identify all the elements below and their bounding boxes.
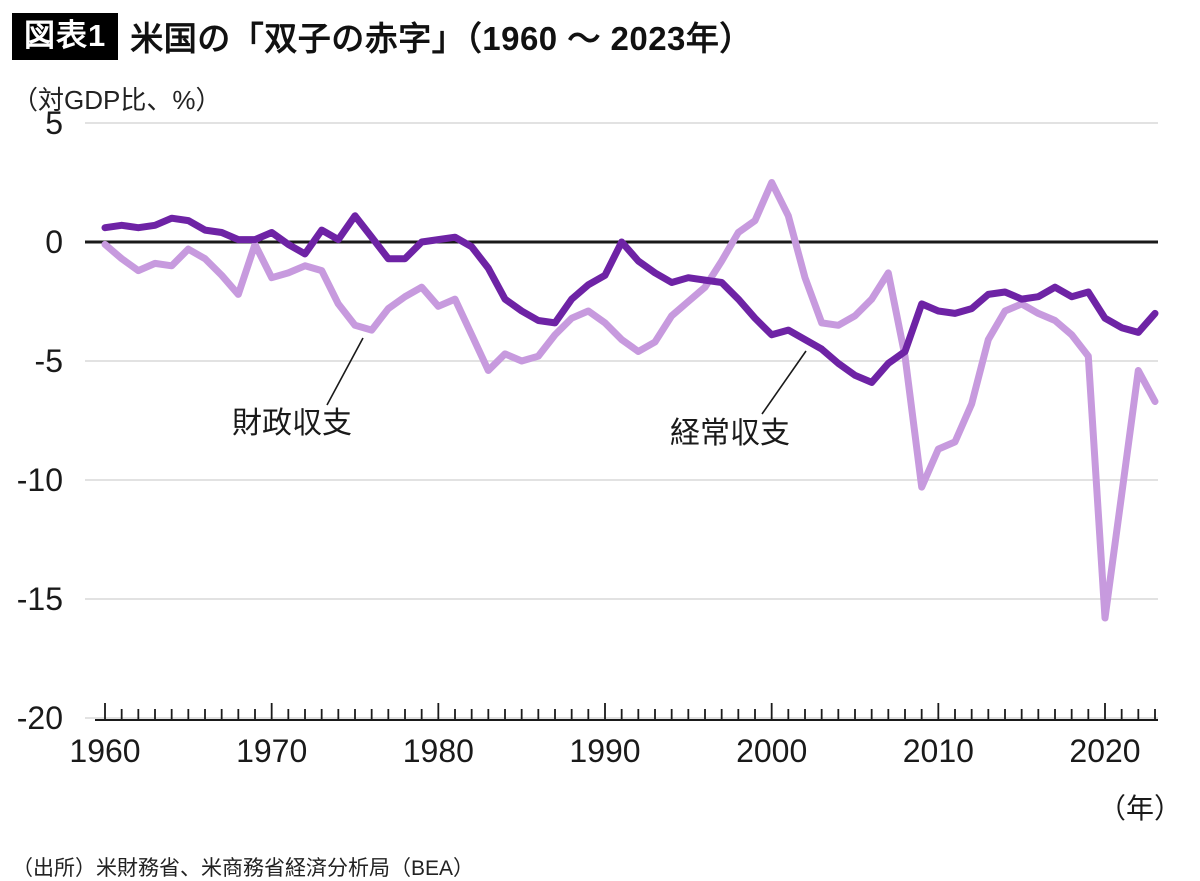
figure-header: 図表1 米国の「双子の赤字」（1960 ～ 2023年） [12, 12, 753, 60]
y-tick-label: -15 [17, 581, 63, 617]
y-tick-label: -5 [35, 343, 63, 379]
x-axis-unit-label: （年） [1098, 793, 1182, 824]
y-tick-label: 5 [45, 105, 63, 141]
x-tick-label: 1960 [69, 733, 140, 769]
y-tick-label: -20 [17, 700, 63, 736]
y-tick-label: -10 [17, 462, 63, 498]
x-tick-label: 2000 [736, 733, 807, 769]
figure-number-badge: 図表1 [12, 12, 119, 60]
series-label-current-account: 経常収支 [670, 417, 790, 450]
annotation-pointer-line [326, 337, 364, 406]
source-note: （出所）米財務省、米商務省経済分析局（BEA） [12, 857, 475, 880]
x-tick-label: 1990 [569, 733, 640, 769]
series-line-fiscal-balance [101, 179, 1159, 622]
x-tick-label: 2020 [1069, 733, 1140, 769]
series-label-fiscal-balance: 財政収支 [232, 407, 352, 440]
y-tick-label: 0 [45, 224, 63, 260]
x-tick-label: 2010 [903, 733, 974, 769]
y-axis-unit-label: （対GDP比、%） [12, 85, 222, 115]
series-line-current-account [101, 212, 1159, 386]
x-tick-label: 1980 [403, 733, 474, 769]
annotation-pointer-line [761, 350, 807, 415]
figure-title: 米国の「双子の赤字」（1960 ～ 2023年） [130, 20, 753, 57]
x-tick-label: 1970 [236, 733, 307, 769]
